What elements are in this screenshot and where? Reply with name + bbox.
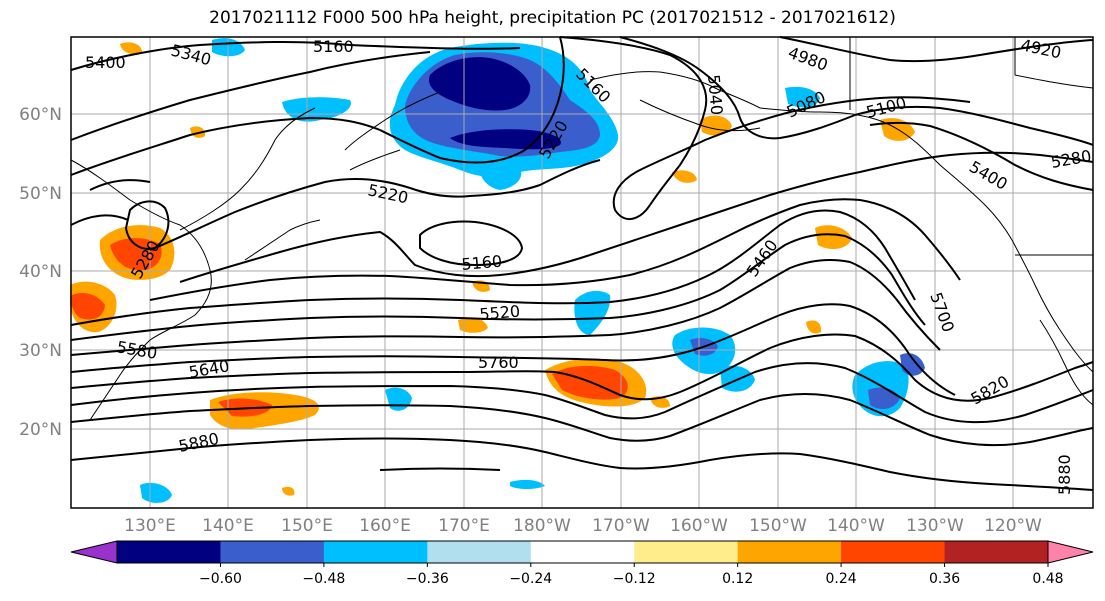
lon-label: 170°W [592, 516, 650, 536]
contour-label: 5100 [864, 93, 908, 122]
lon-label: 180°W [513, 516, 571, 536]
contour-label: 5280 [1049, 146, 1092, 172]
contour-label: 5700 [926, 290, 958, 335]
height-contours [70, 36, 1094, 491]
contour-label: 5220 [366, 180, 410, 207]
contour-label: 5400 [966, 157, 1011, 194]
map-title: 2017021112 F000 500 hPa height, precipit… [209, 8, 896, 28]
lat-label: 40°N [19, 262, 62, 282]
contour-label: 5880 [1055, 454, 1074, 495]
lon-label: 140°E [202, 516, 254, 536]
lon-label: 130°W [906, 516, 964, 536]
contour-label: 5160 [461, 252, 503, 274]
map-frame [70, 36, 1094, 509]
contour-label: 5160 [313, 37, 354, 56]
lon-label: 140°W [827, 516, 885, 536]
contour-label: 5520 [479, 302, 521, 324]
lon-label: 170°E [438, 516, 490, 536]
lon-label: 130°E [124, 516, 176, 536]
lon-label: 120°W [984, 516, 1042, 536]
contour-label: 5040 [704, 74, 726, 116]
lat-label: 60°N [19, 105, 62, 125]
contour-label: 5880 [177, 429, 221, 456]
longitude-labels: 130°E 140°E 150°E 160°E 170°E 180°W 170°… [124, 516, 1042, 536]
contour-label: 5640 [187, 356, 230, 382]
contour-label: 5760 [478, 353, 519, 372]
precip-shading [70, 38, 925, 503]
lon-label: 150°E [281, 516, 333, 536]
contour-label: 5400 [85, 53, 126, 72]
lat-label: 20°N [19, 420, 62, 440]
lon-label: 160°W [670, 516, 728, 536]
lat-label: 50°N [19, 184, 62, 204]
contour-label: 5580 [115, 337, 158, 363]
contour-label: 5460 [743, 236, 782, 280]
latitude-labels: 60°N 50°N 40°N 30°N 20°N [19, 105, 62, 440]
lon-label: 150°W [749, 516, 807, 536]
lat-label: 30°N [19, 341, 62, 361]
contour-label: 4920 [1019, 35, 1063, 62]
contour-label: 4980 [786, 43, 831, 75]
graticule [71, 37, 1093, 508]
contour-label: 5820 [968, 372, 1013, 409]
lon-label: 160°E [359, 516, 411, 536]
